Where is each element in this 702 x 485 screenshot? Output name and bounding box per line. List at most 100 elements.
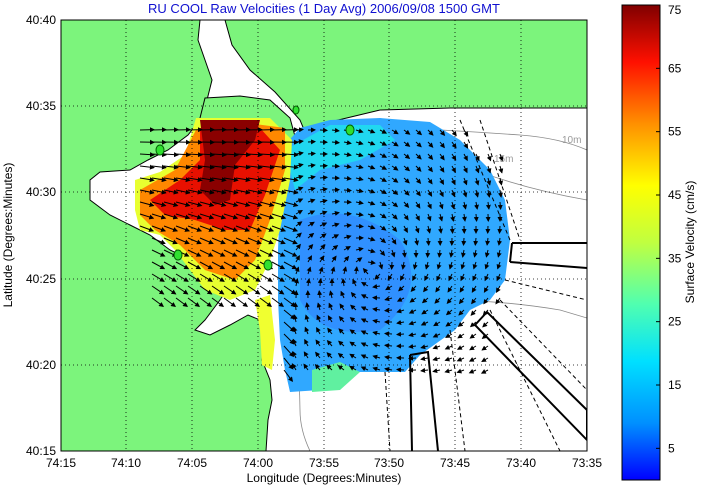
velocity-arrow [367, 236, 376, 242]
velocity-arrow [420, 367, 429, 373]
velocity-arrow [235, 297, 248, 307]
velocity-arrow [337, 352, 345, 359]
radar-sites [155, 105, 355, 271]
velocity-arrow [469, 321, 477, 328]
velocity-arrow [247, 297, 261, 307]
velocity-arrow [328, 302, 334, 311]
velocity-arrow [235, 225, 251, 232]
velocity-arrow [367, 212, 376, 218]
velocity-arrow [379, 213, 387, 219]
velocity-arrow [175, 201, 191, 207]
velocity-arrow [384, 307, 393, 313]
velocity-arrow [283, 152, 299, 158]
velocity-arrow [414, 237, 420, 246]
velocity-arrow [391, 141, 399, 147]
velocity-arrow [307, 151, 316, 157]
velocity-arrow [163, 297, 176, 307]
velocity-arrow [151, 164, 167, 170]
velocity-arrow [367, 164, 376, 170]
velocity-arrow [283, 357, 294, 370]
velocity-arrow [199, 201, 215, 207]
velocity-arrow [390, 249, 396, 258]
velocity-arrow [355, 188, 364, 194]
velocity-arrow [462, 189, 468, 198]
velocity-arrow [199, 164, 215, 170]
velocity-arrow [211, 177, 227, 183]
x-tick-labels: 74:15 74:10 74:05 74:00 73:55 73:50 73:4… [46, 456, 602, 470]
velocity-arrow [292, 326, 298, 335]
velocity-arrow [398, 285, 405, 292]
velocity-arrow [187, 201, 203, 207]
velocity-arrow [338, 340, 345, 347]
velocity-arrow [391, 225, 398, 233]
velocity-arrow [415, 189, 421, 197]
velocity-arrow [481, 357, 489, 363]
velocity-arrow [426, 225, 432, 234]
velocity-arrow [151, 297, 164, 307]
velocity-arrow [391, 177, 399, 183]
velocity-arrow [438, 213, 444, 222]
velocity-arrow [326, 364, 333, 371]
velocity-arrow [432, 356, 441, 362]
velocity-arrow [384, 355, 393, 360]
velocity-arrow [223, 164, 239, 170]
velocity-arrow [175, 213, 191, 220]
velocity-arrow [316, 314, 322, 323]
velocity-arrow [471, 285, 477, 293]
velocity-arrow [163, 225, 179, 232]
velocity-arrow [247, 152, 263, 158]
velocity-arrow [327, 327, 333, 335]
velocity-arrow [247, 213, 263, 220]
velocity-arrow [271, 164, 287, 170]
velocity-arrow [379, 177, 387, 182]
velocity-arrow [391, 165, 399, 171]
velocity-arrows [139, 127, 504, 383]
velocity-arrow [331, 210, 340, 216]
velocity-arrow [151, 237, 166, 245]
velocity-arrow [187, 213, 203, 220]
velocity-arrow [283, 237, 298, 245]
velocity-arrow [450, 189, 456, 198]
velocity-arrow [456, 345, 465, 350]
x-tick-label: 73:40 [506, 456, 536, 470]
velocity-arrow [469, 345, 477, 351]
shipping-lane-south [409, 350, 439, 451]
velocity-arrow [445, 321, 453, 327]
velocity-arrow [496, 261, 502, 270]
velocity-arrow [283, 225, 299, 232]
velocity-arrow [247, 249, 262, 257]
velocity-arrow [271, 201, 287, 207]
velocity-arrow [450, 201, 456, 210]
velocity-arrow [360, 342, 369, 348]
velocity-arrow [223, 225, 239, 232]
velocity-arrow [349, 329, 357, 335]
colorbar-tick-label: 65 [668, 61, 682, 75]
velocity-arrow [387, 273, 393, 281]
velocity-arrow [474, 189, 480, 198]
velocity-arrow [408, 332, 417, 338]
velocity-arrow [427, 189, 433, 197]
velocity-arrow [271, 237, 286, 245]
velocity-arrow [235, 189, 251, 195]
velocity-arrow [259, 273, 273, 282]
velocity-arrow [439, 165, 445, 173]
velocity-arrow [427, 141, 434, 148]
velocity-arrow [486, 177, 492, 186]
velocity-arrow [331, 222, 340, 228]
velocity-arrow [372, 354, 381, 360]
velocity-arrow [474, 165, 480, 174]
velocity-arrow [139, 152, 155, 158]
velocity-arrow [187, 285, 201, 295]
velocity-arrow [497, 225, 503, 234]
x-tick-label: 73:45 [440, 456, 470, 470]
velocity-arrow [292, 338, 298, 347]
velocity-arrow [303, 351, 309, 359]
velocity-arrow [497, 237, 502, 246]
velocity-arrow [484, 249, 490, 258]
velocity-arrow [486, 165, 492, 174]
velocity-arrow [379, 237, 387, 244]
velocity-arrow [349, 341, 357, 347]
velocity-arrow [331, 139, 340, 145]
radar-site-4 [345, 124, 355, 136]
velocity-arrow [199, 213, 215, 220]
